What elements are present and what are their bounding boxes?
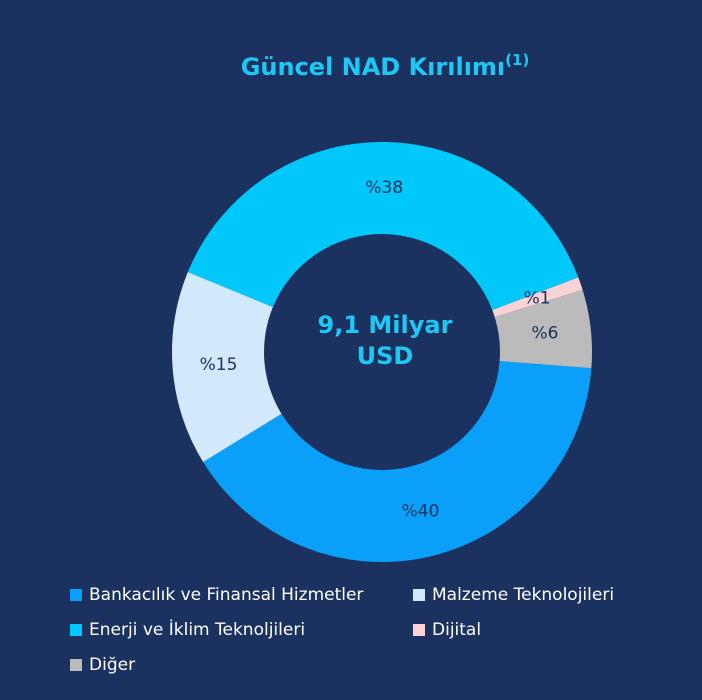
title-note: (1) xyxy=(505,51,529,69)
legend-label: Dijital xyxy=(432,620,481,640)
slice xyxy=(187,141,579,311)
slice xyxy=(494,289,593,369)
slice-label: %1 xyxy=(524,289,551,309)
legend-swatch xyxy=(70,589,82,601)
slice xyxy=(492,277,583,318)
donut xyxy=(172,141,593,563)
center-label: USD xyxy=(357,342,414,370)
center-label: 9,1 Milyar xyxy=(318,311,453,339)
chart-title: Güncel NAD Kırılımı(1) xyxy=(241,51,530,82)
title-text: Güncel NAD Kırılımı xyxy=(241,53,505,81)
legend-swatch xyxy=(413,624,425,636)
legend-label: Bankacılık ve Finansal Hizmetler xyxy=(89,585,363,605)
slice-label: %15 xyxy=(200,355,238,375)
legend-label: Diğer xyxy=(89,655,135,675)
slice xyxy=(203,361,592,563)
legend-swatch xyxy=(70,624,82,636)
slice xyxy=(172,271,282,463)
slice-label: %38 xyxy=(365,178,403,198)
legend-swatch xyxy=(70,659,82,671)
legend-swatch xyxy=(413,589,425,601)
legend-label: Malzeme Teknolojileri xyxy=(432,585,614,605)
slice-label: %40 xyxy=(402,501,440,521)
legend-label: Enerji ve İklim Teknoljileri xyxy=(89,619,305,640)
slice-label: %6 xyxy=(531,324,558,344)
